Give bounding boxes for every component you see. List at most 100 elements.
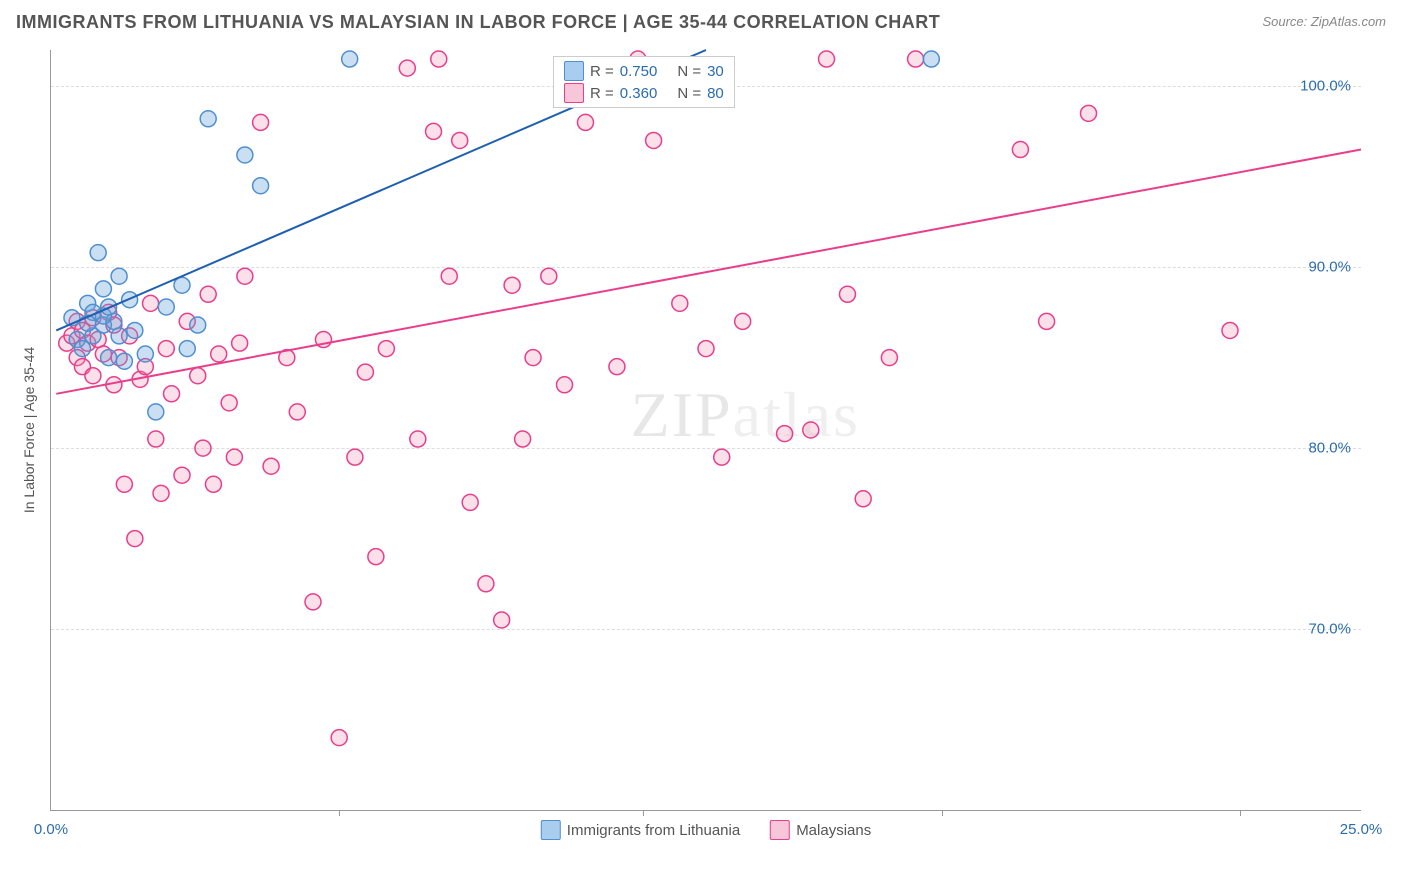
scatter-point xyxy=(221,395,237,411)
x-tick-mark xyxy=(339,810,340,816)
scatter-point xyxy=(253,178,269,194)
legend-swatch xyxy=(564,61,584,81)
scatter-point xyxy=(672,295,688,311)
scatter-point xyxy=(305,594,321,610)
series-name: Malaysians xyxy=(796,822,871,839)
scatter-point xyxy=(137,346,153,362)
legend-r-label: R = xyxy=(590,63,614,80)
scatter-point xyxy=(646,132,662,148)
legend-n-label: N = xyxy=(677,63,701,80)
scatter-point xyxy=(1081,105,1097,121)
y-axis-label: In Labor Force | Age 35-44 xyxy=(21,347,37,513)
scatter-point xyxy=(158,341,174,357)
scatter-point xyxy=(253,114,269,130)
scatter-point xyxy=(803,422,819,438)
scatter-point xyxy=(127,322,143,338)
scatter-point xyxy=(698,341,714,357)
scatter-point xyxy=(90,245,106,261)
scatter-point xyxy=(577,114,593,130)
scatter-point xyxy=(557,377,573,393)
scatter-point xyxy=(179,341,195,357)
scatter-point xyxy=(357,364,373,380)
legend-swatch xyxy=(770,820,790,840)
scatter-point xyxy=(478,576,494,592)
scatter-point xyxy=(226,449,242,465)
bottom-legend-item: Immigrants from Lithuania xyxy=(541,820,740,840)
scatter-point xyxy=(342,51,358,67)
scatter-point xyxy=(378,341,394,357)
x-tick-label: 0.0% xyxy=(34,821,68,838)
scatter-point xyxy=(462,494,478,510)
scatter-point xyxy=(148,404,164,420)
scatter-point xyxy=(735,313,751,329)
scatter-point xyxy=(1222,322,1238,338)
scatter-point xyxy=(839,286,855,302)
scatter-point xyxy=(1039,313,1055,329)
scatter-point xyxy=(158,299,174,315)
scatter-point xyxy=(200,111,216,127)
scatter-point xyxy=(111,268,127,284)
x-tick-mark xyxy=(1240,810,1241,816)
scatter-point xyxy=(190,317,206,333)
scatter-point xyxy=(116,476,132,492)
scatter-point xyxy=(116,353,132,369)
legend-r-label: R = xyxy=(590,85,614,102)
bottom-legend: Immigrants from Lithuania Malaysians xyxy=(541,820,871,840)
scatter-point xyxy=(148,431,164,447)
scatter-point xyxy=(777,426,793,442)
legend-row: R = 0.360 N = 80 xyxy=(564,83,724,103)
legend-row: R = 0.750 N = 30 xyxy=(564,61,724,81)
scatter-point xyxy=(908,51,924,67)
series-name: Immigrants from Lithuania xyxy=(567,822,740,839)
scatter-point xyxy=(431,51,447,67)
legend-n-value: 80 xyxy=(707,85,724,102)
scatter-point xyxy=(190,368,206,384)
scatter-point xyxy=(153,485,169,501)
x-tick-mark xyxy=(643,810,644,816)
scatter-point xyxy=(174,467,190,483)
scatter-point xyxy=(85,368,101,384)
source-label: Source: ZipAtlas.com xyxy=(1262,14,1386,29)
legend-swatch xyxy=(564,83,584,103)
scatter-point xyxy=(347,449,363,465)
chart-container: IMMIGRANTS FROM LITHUANIA VS MALAYSIAN I… xyxy=(0,0,1406,892)
scatter-point xyxy=(101,350,117,366)
scatter-point xyxy=(143,295,159,311)
scatter-point xyxy=(263,458,279,474)
scatter-point xyxy=(289,404,305,420)
scatter-point xyxy=(609,359,625,375)
scatter-point xyxy=(368,549,384,565)
legend-swatch xyxy=(541,820,561,840)
scatter-point xyxy=(237,147,253,163)
scatter-point xyxy=(452,132,468,148)
scatter-point xyxy=(923,51,939,67)
chart-title: IMMIGRANTS FROM LITHUANIA VS MALAYSIAN I… xyxy=(16,12,940,33)
legend-r-value: 0.750 xyxy=(620,63,658,80)
scatter-point xyxy=(232,335,248,351)
scatter-point xyxy=(399,60,415,76)
scatter-point xyxy=(494,612,510,628)
scatter-point xyxy=(504,277,520,293)
scatter-point xyxy=(127,531,143,547)
scatter-point xyxy=(195,440,211,456)
scatter-point xyxy=(1012,142,1028,158)
correlation-legend: R = 0.750 N = 30 R = 0.360 N = 80 xyxy=(553,56,735,108)
scatter-point xyxy=(855,491,871,507)
scatter-point xyxy=(205,476,221,492)
legend-n-label: N = xyxy=(677,85,701,102)
scatter-point xyxy=(95,281,111,297)
scatter-point xyxy=(541,268,557,284)
x-tick-label: 25.0% xyxy=(1340,821,1383,838)
bottom-legend-item: Malaysians xyxy=(770,820,871,840)
legend-r-value: 0.360 xyxy=(620,85,658,102)
scatter-point xyxy=(237,268,253,284)
scatter-point xyxy=(331,730,347,746)
scatter-point xyxy=(881,350,897,366)
scatter-point xyxy=(525,350,541,366)
scatter-point xyxy=(819,51,835,67)
scatter-point xyxy=(515,431,531,447)
scatter-point xyxy=(111,328,127,344)
scatter-point xyxy=(714,449,730,465)
plot-area: In Labor Force | Age 35-44 ZIPatlas Immi… xyxy=(50,50,1361,811)
scatter-point xyxy=(164,386,180,402)
